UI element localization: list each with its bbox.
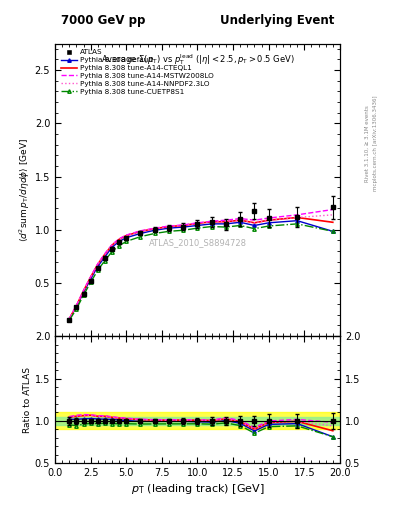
Y-axis label: $\langle d^2 {\rm sum}\, p_{\rm T}/d\eta d\phi\rangle$ [GeV]: $\langle d^2 {\rm sum}\, p_{\rm T}/d\eta… (17, 138, 32, 242)
Text: Rivet 3.1.10, ≥ 3.1M events: Rivet 3.1.10, ≥ 3.1M events (365, 105, 370, 182)
Text: ATLAS_2010_S8894728: ATLAS_2010_S8894728 (149, 238, 246, 247)
Y-axis label: Ratio to ATLAS: Ratio to ATLAS (23, 367, 32, 433)
X-axis label: $p_{\rm T}$ (leading track) [GeV]: $p_{\rm T}$ (leading track) [GeV] (130, 482, 264, 497)
Bar (55, 417, 340, 425)
Bar (55, 413, 340, 430)
Legend: ATLAS, Pythia 8.308 default, Pythia 8.308 tune-A14-CTEQL1, Pythia 8.308 tune-A14: ATLAS, Pythia 8.308 default, Pythia 8.30… (59, 47, 215, 97)
Text: Underlying Event: Underlying Event (220, 14, 334, 28)
Text: 7000 GeV pp: 7000 GeV pp (61, 14, 145, 28)
Text: Average $\Sigma(p_{\rm T})$ vs $p_{\rm T}^{\rm lead}$ ($|\eta| < 2.5, p_{\rm T} : Average $\Sigma(p_{\rm T})$ vs $p_{\rm T… (101, 52, 294, 67)
Text: mcplots.cern.ch [arXiv:1306.3436]: mcplots.cern.ch [arXiv:1306.3436] (373, 96, 378, 191)
